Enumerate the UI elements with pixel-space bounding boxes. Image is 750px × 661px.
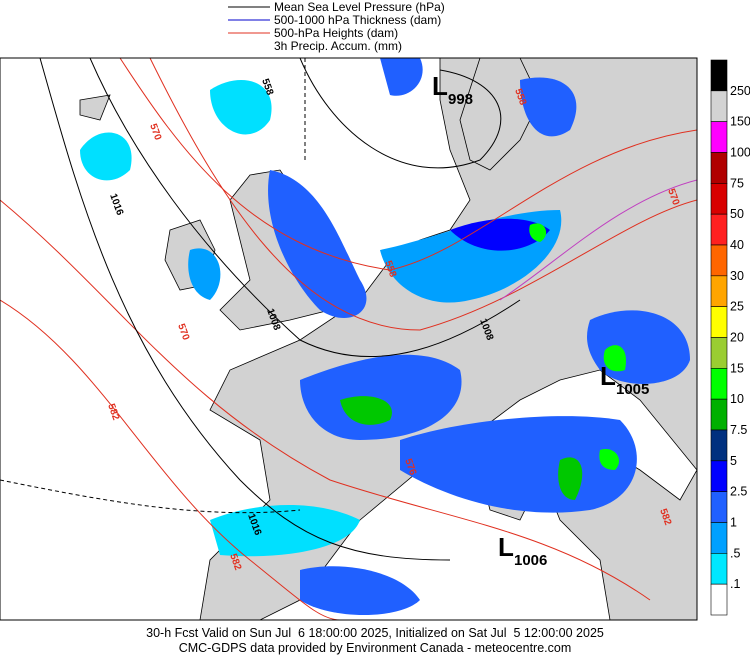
colorbar-swatch — [710, 522, 728, 554]
colorbar-label: 5 — [730, 454, 737, 468]
precipitation — [80, 58, 690, 615]
colorbar-swatch — [710, 429, 728, 462]
colorbar-swatch — [710, 183, 728, 215]
colorbar-swatch — [710, 368, 728, 400]
legend-label: 500-hPa Heights (dam) — [274, 26, 398, 40]
colorbar-label: .1 — [730, 577, 740, 591]
colorbar-swatch — [710, 121, 728, 153]
colorbar-swatch — [710, 306, 728, 338]
legend-label: Mean Sea Level Pressure (hPa) — [274, 0, 445, 14]
colorbar-swatch — [710, 90, 728, 122]
colorbar-label: 25 — [730, 300, 744, 314]
legend-label: 3h Precip. Accum. (mm) — [274, 39, 402, 53]
colorbar-swatch — [710, 337, 728, 369]
colorbar-swatch — [710, 583, 728, 616]
low-value: 1006 — [514, 552, 547, 569]
low-value: 1005 — [616, 381, 649, 398]
low-symbol: L — [600, 361, 616, 391]
colorbar-label: 50 — [730, 207, 744, 221]
colorbar-swatch — [710, 553, 728, 585]
colorbar-swatch — [710, 244, 728, 277]
colorbar-label: 20 — [730, 331, 744, 345]
colorbar-swatch — [710, 275, 728, 307]
low-symbol: L — [498, 532, 514, 562]
low-value: 998 — [448, 91, 473, 108]
colorbar-swatch — [710, 152, 728, 184]
colorbar-label: 150 — [730, 115, 750, 129]
colorbar-swatch — [710, 213, 728, 246]
colorbar-swatch — [710, 491, 728, 523]
footer-line: 30-h Fcst Valid on Sun Jul 6 18:00:00 20… — [146, 626, 604, 640]
legend-label: 500-1000 hPa Thickness (dam) — [274, 13, 441, 27]
colorbar-label: 7.5 — [730, 423, 747, 437]
colorbar-label: 100 — [730, 146, 750, 160]
colorbar-label: 10 — [730, 392, 744, 406]
contours — [0, 58, 697, 620]
footer-line: CMC-GDPS data provided by Environment Ca… — [179, 641, 572, 655]
colorbar-label: 75 — [730, 176, 744, 190]
colorbar-label: 2.5 — [730, 485, 747, 499]
map-frame — [0, 57, 698, 621]
colorbar-swatch — [710, 460, 728, 492]
colorbar-label: 15 — [730, 361, 744, 375]
colorbar-label: 30 — [730, 269, 744, 283]
colorbar-swatch — [710, 398, 728, 431]
colorbar-swatch — [710, 59, 728, 92]
colorbar-label: 40 — [730, 238, 744, 252]
colorbar-label: 1 — [730, 516, 737, 530]
low-symbol: L — [432, 71, 448, 101]
colorbar-label: 250 — [730, 84, 750, 98]
colorbar-label: .5 — [730, 546, 740, 560]
